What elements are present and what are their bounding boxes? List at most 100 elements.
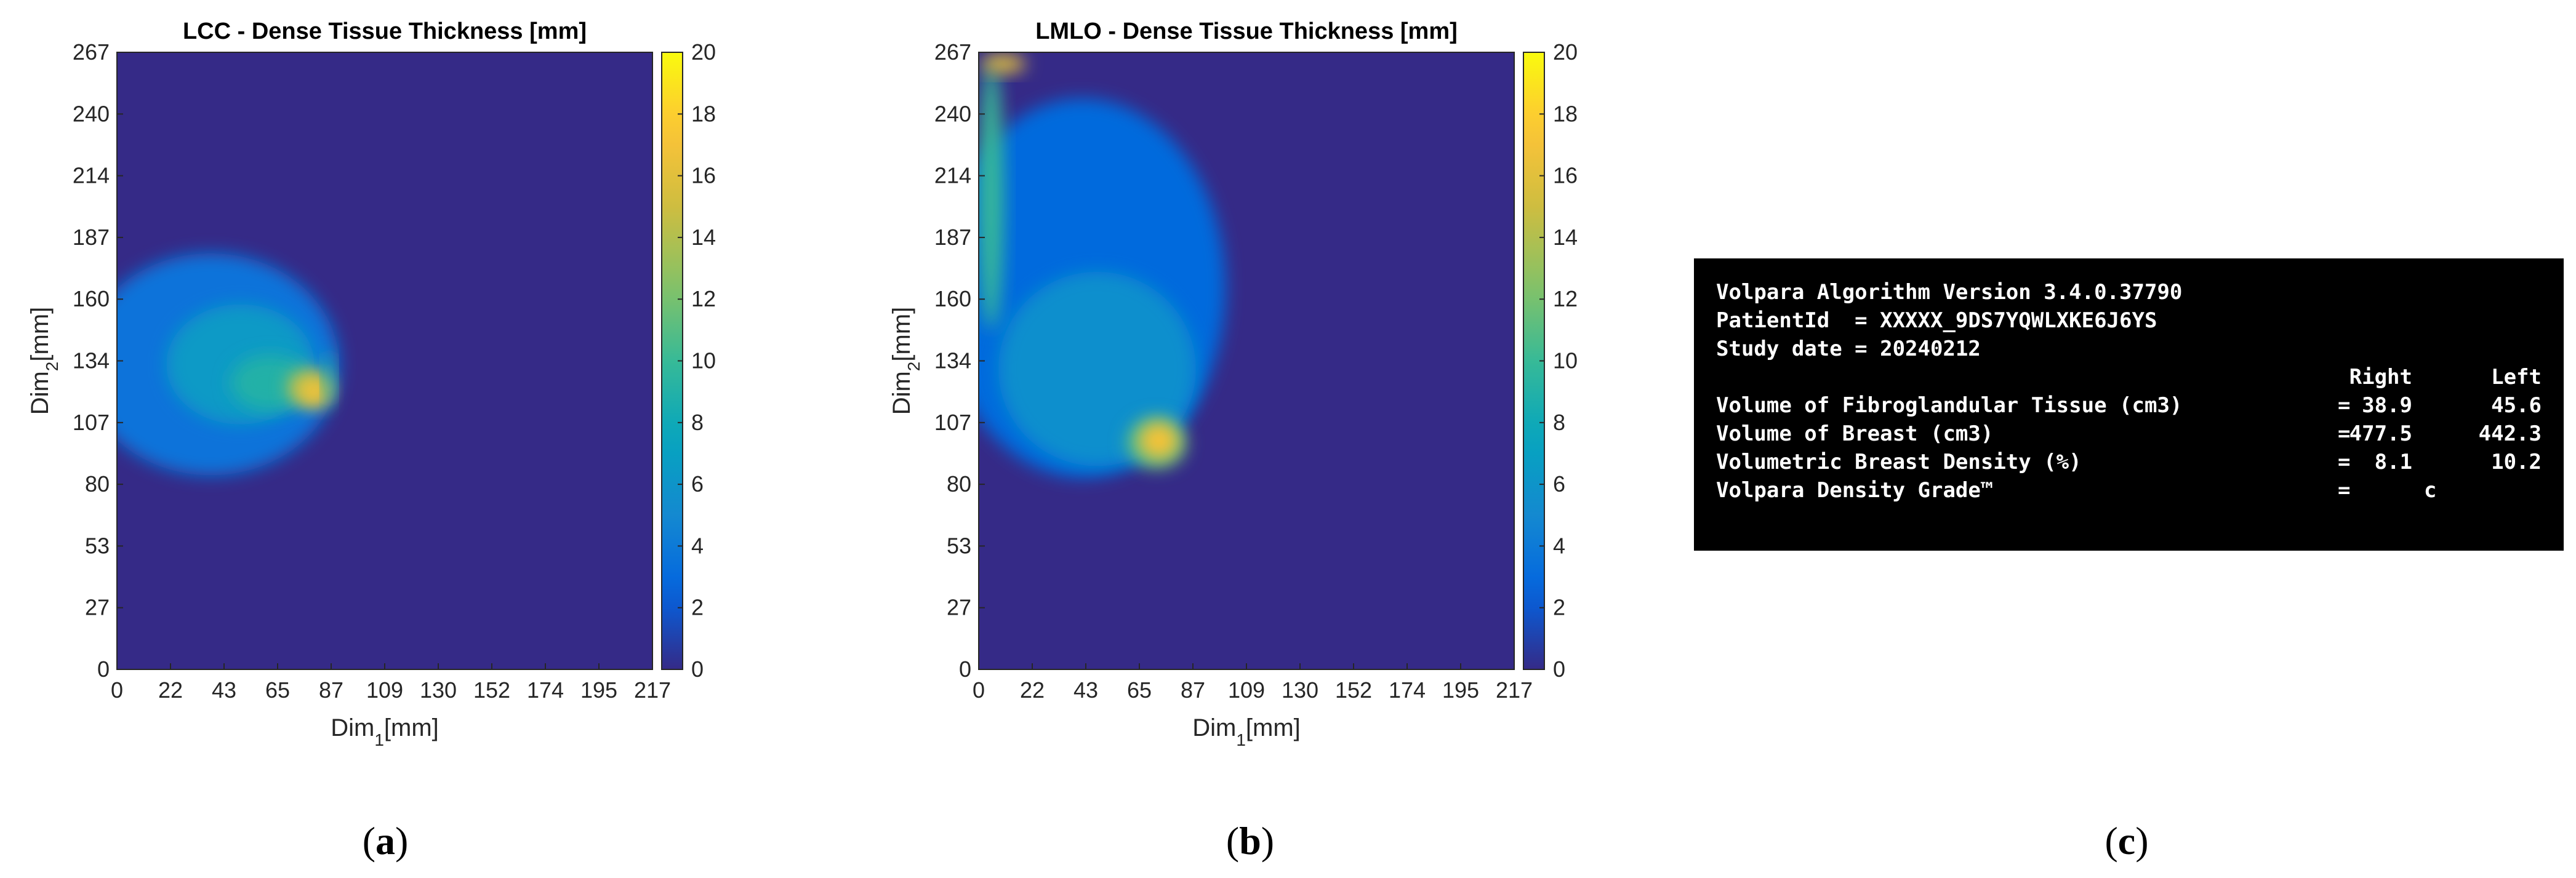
y-tick-label: 27 [85,595,110,620]
heatmap-region [981,54,1026,73]
caption-a: (a) [362,819,409,863]
colorbar-tick-label: 8 [691,410,704,435]
y-tick-label: 80 [947,471,971,497]
report-row: Volumetric Breast Density (%) = 8.1 10.2 [1716,448,2542,476]
chart-title: LCC - Dense Tissue Thickness [mm] [183,18,587,44]
report-header-row: Right Left [1716,363,2542,391]
y-tick-label: 160 [73,286,110,311]
chart-title: LMLO - Dense Tissue Thickness [mm] [1035,18,1458,44]
colorbar-tick-label: 2 [1553,595,1565,620]
chart-svg: 0 22 43 65 87 109 130 152 174 195 2170275380107134… [26,18,716,749]
report-row-label: Volume of Breast (cm3) [1716,421,1994,446]
report-row-equals: = [2338,450,2351,474]
colorbar-tick-label: 20 [691,39,716,65]
x-tick-label: 152 [1335,677,1372,703]
chart-svg: 0 22 43 65 87 109 130 152 174 195 2170275380107134… [888,18,1578,749]
x-tick-label: 217 [634,677,671,703]
x-tick-label: 217 [1496,677,1533,703]
y-tick-label: 134 [73,348,110,373]
colorbar-tick-label: 18 [1553,101,1578,126]
y-tick-label: 80 [85,471,110,497]
report-row-label: Volume of Fibroglandular Tissue (cm3) [1716,393,2183,418]
y-tick-label: 134 [934,348,971,373]
x-tick-label: 174 [1389,677,1426,703]
report-row-right-value: 8.1 [2374,450,2412,474]
report-patient-line: PatientId = XXXXX_9DS7YQWLXKE6J6YS [1716,308,2157,333]
caption-c: (c) [2105,819,2149,863]
x-tick-label: 87 [319,677,343,703]
report-header-left: Left [2491,365,2542,389]
colorbar-tick-label: 2 [691,595,704,620]
x-tick-label: 65 [265,677,290,703]
x-tick-label: 0 [111,677,123,703]
y-tick-label: 107 [934,410,971,435]
y-tick-label: 240 [73,101,110,126]
heatmap-region [324,350,334,406]
y-tick-label: 267 [934,39,971,65]
y-tick-label: 0 [959,657,971,682]
lcc-dense-tissue-chart: 0 22 43 65 87 109 130 152 174 195 217 0 27 53 80 107 134… [0,0,862,800]
report-grade-row: Volpara Density Grade™ = c [1716,476,2542,505]
colorbar-tick-label: 6 [1553,471,1565,497]
y-tick-label: 27 [947,595,971,620]
colorbar-tick-label: 0 [1553,657,1565,682]
heatmap-region [1139,422,1179,460]
colorbar-tick-label: 14 [1553,225,1578,250]
colorbar-tick-label: 10 [691,348,716,373]
report-row-left-value: 442.3 [2478,421,2542,446]
x-tick-label: 152 [473,677,510,703]
colorbar-tick-label: 12 [1553,286,1578,311]
x-tick-label: 130 [1282,677,1318,703]
x-tick-label: 43 [212,677,236,703]
x-tick-label: 43 [1073,677,1098,703]
colorbar-tick-label: 18 [691,101,716,126]
heatmap-region [998,271,1196,466]
x-tick-label: 0 [973,677,985,703]
colorbar-tick-label: 20 [1553,39,1578,65]
heatmap-region [979,62,1004,330]
report-row: Volume of Breast (cm3) = 477.5 442.3 [1716,420,2542,448]
x-axis-label: Dim1[mm] [1192,714,1301,749]
y-axis-label: Dim2[mm] [26,307,62,415]
colorbar-tick-label: 6 [691,471,704,497]
x-tick-label: 22 [158,677,183,703]
colorbar-tick-label: 0 [691,657,704,682]
report-row: Volume of Fibroglandular Tissue (cm3) = … [1716,391,2542,420]
report-row-equals: = [2338,421,2351,446]
colorbar-tick-label: 16 [691,163,716,188]
y-tick-label: 53 [85,533,110,558]
report-grade-equals: = [2338,478,2351,503]
y-tick-label: 240 [934,101,971,126]
x-tick-label: 87 [1181,677,1205,703]
colorbar-tick-label: 16 [1553,163,1578,188]
caption-b: (b) [1226,819,1275,863]
report-grade-value: c [2424,478,2437,503]
x-tick-label: 109 [366,677,403,703]
x-tick-label: 195 [1442,677,1479,703]
x-tick-label: 130 [420,677,457,703]
colorbar-tick-label: 4 [1553,533,1565,558]
report-date-line: Study date = 20240212 [1716,337,1981,361]
y-axis-label: Dim2[mm] [888,307,923,415]
report-row-left-value: 45.6 [2491,393,2542,418]
y-tick-label: 107 [73,410,110,435]
x-tick-label: 174 [527,677,564,703]
lmlo-dense-tissue-chart: 0 22 43 65 87 109 130 152 174 195 217 0 27 53 80 107 134… [862,0,1723,800]
colorbar-tick-label: 14 [691,225,716,250]
x-axis-label: Dim1[mm] [331,714,439,749]
y-tick-label: 160 [934,286,971,311]
y-tick-label: 214 [934,163,971,188]
report-row-label: Volumetric Breast Density (%) [1716,450,2082,474]
report-row-right-value: 477.5 [2349,421,2412,446]
colorbar-tick-label: 12 [691,286,716,311]
y-tick-label: 214 [73,163,110,188]
x-tick-label: 65 [1127,677,1152,703]
colorbar-tick-label: 4 [691,533,704,558]
report-grade-label: Volpara Density Grade™ [1716,478,1994,503]
report-row-equals: = [2338,393,2351,418]
x-tick-label: 109 [1228,677,1265,703]
heatmap-region [230,355,310,411]
colorbar-tick-label: 10 [1553,348,1578,373]
heatmap-region [299,378,329,406]
y-tick-label: 267 [73,39,110,65]
